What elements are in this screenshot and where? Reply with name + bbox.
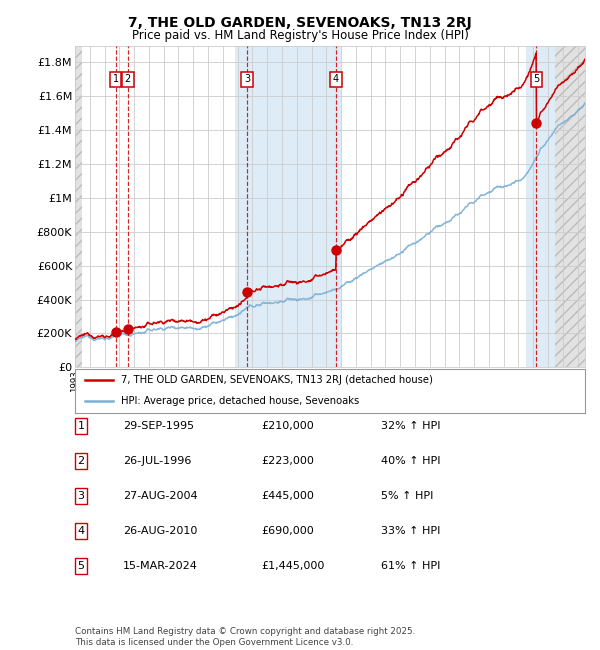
Text: 32% ↑ HPI: 32% ↑ HPI bbox=[381, 421, 440, 431]
Text: £445,000: £445,000 bbox=[261, 491, 314, 501]
Text: 27-AUG-2004: 27-AUG-2004 bbox=[123, 491, 197, 501]
Text: £1,445,000: £1,445,000 bbox=[261, 561, 325, 571]
Text: HPI: Average price, detached house, Sevenoaks: HPI: Average price, detached house, Seve… bbox=[121, 396, 359, 406]
Text: 26-AUG-2010: 26-AUG-2010 bbox=[123, 526, 197, 536]
Text: 29-SEP-1995: 29-SEP-1995 bbox=[123, 421, 194, 431]
Text: £210,000: £210,000 bbox=[261, 421, 314, 431]
Text: 7, THE OLD GARDEN, SEVENOAKS, TN13 2RJ: 7, THE OLD GARDEN, SEVENOAKS, TN13 2RJ bbox=[128, 16, 472, 31]
Text: 4: 4 bbox=[77, 526, 85, 536]
Bar bbox=[75, 46, 82, 367]
Text: 26-JUL-1996: 26-JUL-1996 bbox=[123, 456, 191, 466]
Text: 1: 1 bbox=[113, 74, 119, 85]
Text: 4: 4 bbox=[333, 74, 339, 85]
Bar bbox=[75, 46, 82, 367]
Text: 5% ↑ HPI: 5% ↑ HPI bbox=[381, 491, 433, 501]
Text: Contains HM Land Registry data © Crown copyright and database right 2025.
This d: Contains HM Land Registry data © Crown c… bbox=[75, 627, 415, 647]
Text: 61% ↑ HPI: 61% ↑ HPI bbox=[381, 561, 440, 571]
Bar bbox=[526, 46, 556, 367]
Bar bbox=[556, 46, 585, 367]
Text: 15-MAR-2024: 15-MAR-2024 bbox=[123, 561, 198, 571]
Text: £223,000: £223,000 bbox=[261, 456, 314, 466]
Text: 3: 3 bbox=[244, 74, 250, 85]
Text: 40% ↑ HPI: 40% ↑ HPI bbox=[381, 456, 440, 466]
Text: 2: 2 bbox=[125, 74, 131, 85]
Text: £690,000: £690,000 bbox=[261, 526, 314, 536]
Text: 7, THE OLD GARDEN, SEVENOAKS, TN13 2RJ (detached house): 7, THE OLD GARDEN, SEVENOAKS, TN13 2RJ (… bbox=[121, 376, 433, 385]
Text: 5: 5 bbox=[533, 74, 539, 85]
Text: 3: 3 bbox=[77, 491, 85, 501]
Text: 1: 1 bbox=[77, 421, 85, 431]
Text: Price paid vs. HM Land Registry's House Price Index (HPI): Price paid vs. HM Land Registry's House … bbox=[131, 29, 469, 42]
Bar bbox=[556, 46, 585, 367]
Text: 2: 2 bbox=[77, 456, 85, 466]
Text: 5: 5 bbox=[77, 561, 85, 571]
Text: 33% ↑ HPI: 33% ↑ HPI bbox=[381, 526, 440, 536]
Bar bbox=[235, 46, 341, 367]
